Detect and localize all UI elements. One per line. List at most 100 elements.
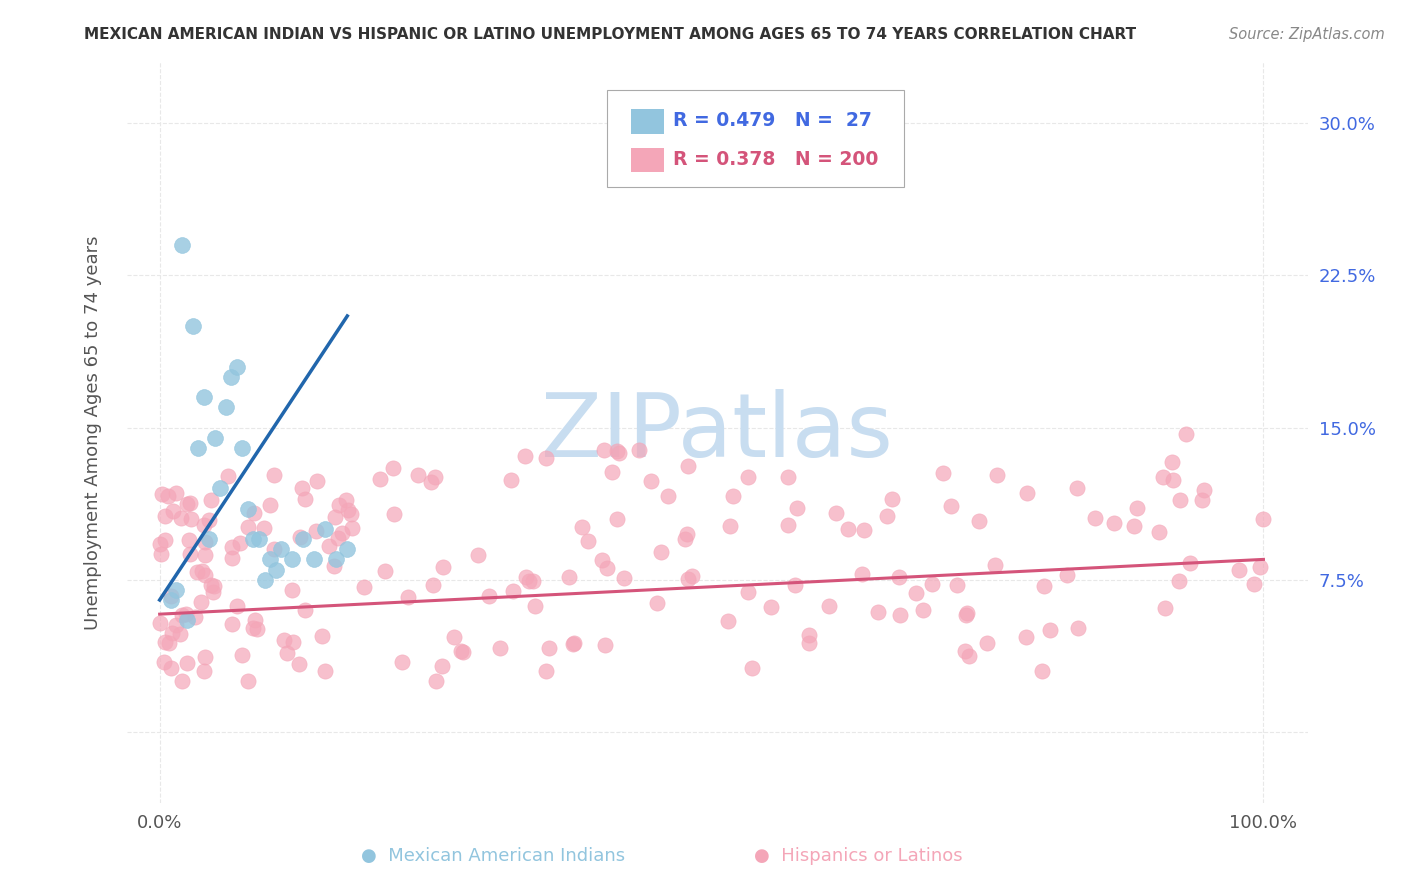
- Point: [264, 562, 287, 576]
- Point: [905, 586, 928, 600]
- Point: [515, 570, 537, 584]
- Point: [945, 577, 967, 591]
- Point: [1243, 577, 1265, 591]
- Point: [1066, 481, 1088, 495]
- Point: [193, 517, 215, 532]
- Point: [453, 645, 475, 659]
- Point: [200, 492, 222, 507]
- Point: [217, 468, 239, 483]
- Point: [283, 635, 305, 649]
- Point: [330, 525, 353, 540]
- Point: [422, 578, 444, 592]
- Point: [305, 524, 328, 538]
- Point: [159, 593, 181, 607]
- Point: [215, 401, 238, 415]
- Point: [186, 565, 208, 579]
- Point: [242, 532, 264, 546]
- Point: [837, 522, 859, 536]
- Point: [1161, 473, 1184, 487]
- Point: [737, 470, 759, 484]
- Point: [1154, 600, 1177, 615]
- Point: [149, 537, 172, 551]
- Point: [259, 498, 281, 512]
- Point: [868, 605, 890, 619]
- Point: [1126, 501, 1149, 516]
- Point: [818, 599, 841, 613]
- Point: [1178, 556, 1201, 570]
- Point: [1015, 630, 1038, 644]
- Point: [176, 497, 198, 511]
- Point: [391, 655, 413, 669]
- Point: [374, 564, 396, 578]
- Point: [190, 595, 212, 609]
- Point: [606, 512, 628, 526]
- Point: [229, 536, 252, 550]
- Point: [562, 637, 585, 651]
- Point: [423, 469, 446, 483]
- Point: [953, 644, 976, 658]
- Point: [1170, 493, 1192, 508]
- FancyBboxPatch shape: [607, 90, 904, 186]
- Point: [247, 532, 270, 546]
- Point: [177, 533, 200, 548]
- Point: [825, 506, 848, 520]
- Point: [761, 599, 783, 614]
- Point: [323, 559, 346, 574]
- Point: [382, 460, 405, 475]
- Point: [314, 522, 336, 536]
- Point: [323, 509, 346, 524]
- Point: [1039, 623, 1062, 637]
- Point: [157, 636, 180, 650]
- Point: [165, 582, 187, 597]
- Point: [176, 613, 198, 627]
- Point: [517, 574, 540, 589]
- Point: [932, 466, 955, 480]
- Point: [194, 568, 217, 582]
- Point: [353, 580, 375, 594]
- Point: [179, 547, 201, 561]
- Point: [294, 491, 316, 506]
- Point: [676, 572, 699, 586]
- Point: [153, 655, 176, 669]
- Point: [1192, 483, 1215, 497]
- Point: [786, 501, 808, 516]
- Point: [467, 549, 489, 563]
- Bar: [631, 109, 664, 134]
- Point: [1191, 493, 1213, 508]
- Point: [419, 475, 441, 489]
- Point: [202, 579, 225, 593]
- Point: [606, 443, 628, 458]
- Point: [851, 567, 873, 582]
- Point: [600, 465, 623, 479]
- Point: [592, 443, 614, 458]
- Point: [226, 359, 249, 374]
- Point: [236, 501, 259, 516]
- Point: [880, 492, 903, 507]
- Point: [1123, 518, 1146, 533]
- Point: [576, 533, 599, 548]
- Point: [596, 561, 619, 575]
- Point: [246, 622, 269, 636]
- Point: [523, 599, 546, 613]
- Point: [681, 568, 703, 582]
- Point: [534, 451, 557, 466]
- Point: [432, 658, 454, 673]
- Point: [887, 570, 910, 584]
- Point: [1083, 510, 1105, 524]
- Point: [318, 539, 340, 553]
- Point: [675, 527, 697, 541]
- Point: [983, 558, 1005, 573]
- Point: [558, 570, 581, 584]
- Point: [613, 571, 636, 585]
- Point: [270, 542, 292, 557]
- Point: [170, 511, 193, 525]
- Point: [243, 614, 266, 628]
- Point: [628, 443, 651, 458]
- Point: [194, 548, 217, 562]
- Point: [209, 482, 232, 496]
- Point: [288, 657, 311, 671]
- Point: [153, 634, 176, 648]
- Point: [717, 614, 740, 628]
- Point: [1056, 567, 1078, 582]
- Point: [776, 469, 799, 483]
